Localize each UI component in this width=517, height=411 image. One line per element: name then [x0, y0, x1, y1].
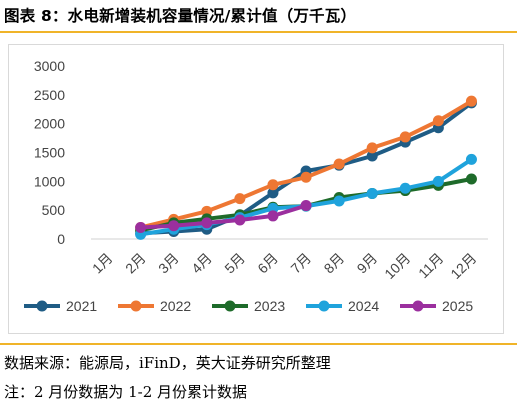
data-point — [300, 200, 312, 212]
data-point — [399, 182, 411, 194]
y-tick-label: 2000 — [34, 116, 65, 132]
legend-label: 2024 — [348, 298, 379, 314]
legend-label: 2025 — [442, 298, 473, 314]
legend: 2021 2022 2023 2024 2025 — [24, 298, 473, 314]
data-point — [234, 214, 246, 226]
chart-canvas: 0 500 1000 1500 2000 2500 3000 1月 2月 3月 4月 5月 6月 7月 8… — [8, 44, 504, 334]
data-point — [300, 171, 312, 183]
data-point — [465, 173, 477, 185]
x-axis: 1月 2月 3月 4月 5月 6月 7月 8月 9月 10月 11月 12月 — [89, 238, 488, 282]
data-point — [267, 187, 279, 199]
y-tick-label: 3000 — [34, 58, 65, 74]
series-2025 — [135, 200, 312, 233]
line-chart: 0 500 1000 1500 2000 2500 3000 1月 2月 3月 4月 5月 6月 7月 8… — [8, 44, 504, 334]
data-point — [465, 153, 477, 165]
data-point — [201, 217, 213, 229]
data-point — [432, 115, 444, 127]
legend-swatch-marker — [318, 300, 330, 312]
legend-swatch-marker — [130, 300, 142, 312]
legend-swatch-marker — [224, 300, 236, 312]
title-divider — [0, 31, 517, 33]
data-point — [465, 95, 477, 107]
y-tick-label: 1000 — [34, 173, 65, 189]
data-point — [366, 150, 378, 162]
y-tick-label: 1500 — [34, 145, 65, 161]
data-point — [333, 158, 345, 170]
data-point — [399, 131, 411, 143]
legend-item: 2024 — [306, 298, 379, 314]
data-point — [168, 220, 180, 232]
y-tick-label: 500 — [42, 202, 66, 218]
data-point — [366, 142, 378, 154]
y-axis: 0 500 1000 1500 2000 2500 3000 — [34, 58, 65, 247]
footer-divider — [0, 343, 517, 345]
legend-item: 2021 — [24, 298, 97, 314]
legend-item: 2022 — [118, 298, 191, 314]
legend-label: 2023 — [254, 298, 285, 314]
data-point — [333, 195, 345, 207]
data-point — [234, 193, 246, 205]
legend-item: 2023 — [212, 298, 285, 314]
legend-item: 2025 — [400, 298, 473, 314]
chart-border — [8, 44, 504, 334]
y-tick-label: 2500 — [34, 87, 65, 103]
legend-label: 2022 — [160, 298, 191, 314]
footnote: 注：2 月份数据为 1-2 月份累计数据 — [4, 383, 248, 401]
data-point — [267, 210, 279, 222]
data-point — [366, 187, 378, 199]
y-tick-label: 0 — [57, 231, 65, 247]
series-layer — [135, 95, 477, 240]
legend-label: 2021 — [66, 298, 97, 314]
data-point — [267, 179, 279, 191]
legend-swatch-marker — [36, 300, 48, 312]
source-note: 数据来源：能源局，iFinD，英大证券研究所整理 — [4, 354, 331, 372]
data-point — [432, 175, 444, 187]
data-point — [135, 221, 147, 233]
chart-title: 图表 8：水电新增装机容量情况/累计值（万千瓦） — [4, 7, 357, 25]
legend-swatch-marker — [412, 300, 424, 312]
series-line — [138, 203, 308, 230]
